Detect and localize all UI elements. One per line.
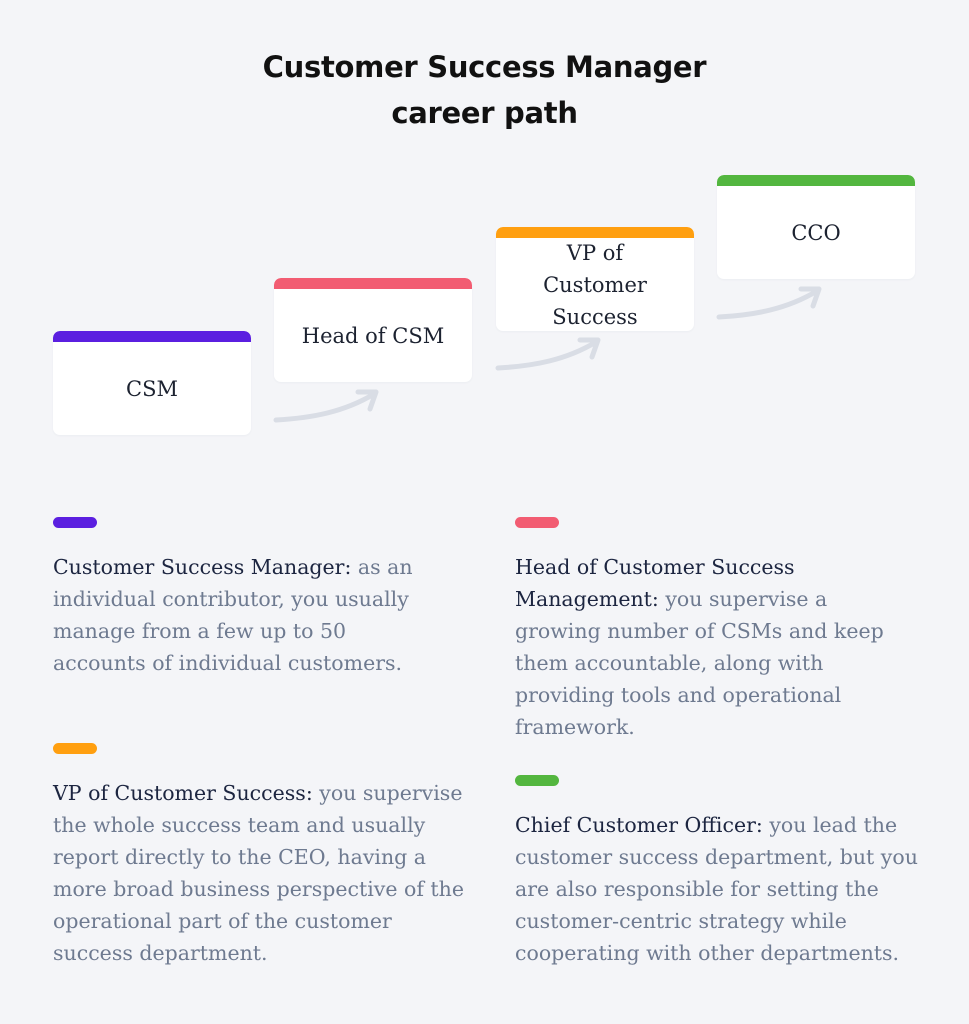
step-card-vp: VP of Customer Success	[496, 227, 694, 331]
title-line-1: Customer Success Manager	[262, 50, 707, 84]
description-lead: Customer Success Manager:	[53, 555, 352, 579]
description-vp: VP of Customer Success: you supervise th…	[53, 777, 465, 969]
page-title: Customer Success Manager career path	[0, 44, 969, 136]
legend-swatch-head	[515, 517, 559, 528]
description-body: you supervise a growing number of CSMs a…	[515, 587, 884, 739]
step-card-cco: CCO	[717, 175, 915, 279]
step-label-csm: CSM	[126, 376, 178, 401]
arrow-right-icon	[716, 286, 822, 320]
step-bar-csm	[53, 331, 251, 342]
step-label-cco: CCO	[791, 220, 841, 245]
description-head: Head of Customer Success Management: you…	[515, 551, 915, 743]
step-bar-head-of-csm	[274, 278, 472, 289]
description-csm: Customer Success Manager: as an individu…	[53, 551, 443, 679]
step-card-head-of-csm: Head of CSM	[274, 278, 472, 382]
description-body: you lead the customer success department…	[515, 813, 918, 965]
description-cco: Chief Customer Officer: you lead the cus…	[515, 809, 927, 969]
legend-swatch-cco	[515, 775, 559, 786]
step-label-head-of-csm: Head of CSM	[301, 323, 445, 348]
description-lead: Head of Customer Success Management:	[515, 555, 795, 611]
title-line-2: career path	[391, 96, 578, 130]
description-lead: VP of Customer Success:	[53, 781, 313, 805]
legend-swatch-vp	[53, 743, 97, 754]
description-body: as an individual contributor, you usuall…	[53, 555, 413, 675]
step-card-csm: CSM	[53, 331, 251, 435]
arrow-right-icon	[273, 389, 379, 423]
description-lead: Chief Customer Officer:	[515, 813, 763, 837]
arrow-right-icon	[495, 337, 601, 371]
legend-swatch-csm	[53, 517, 97, 528]
step-bar-vp	[496, 227, 694, 238]
description-body: you supervise the whole success team and…	[53, 781, 465, 965]
step-bar-cco	[717, 175, 915, 186]
step-label-vp: VP of Customer Success	[543, 240, 647, 329]
